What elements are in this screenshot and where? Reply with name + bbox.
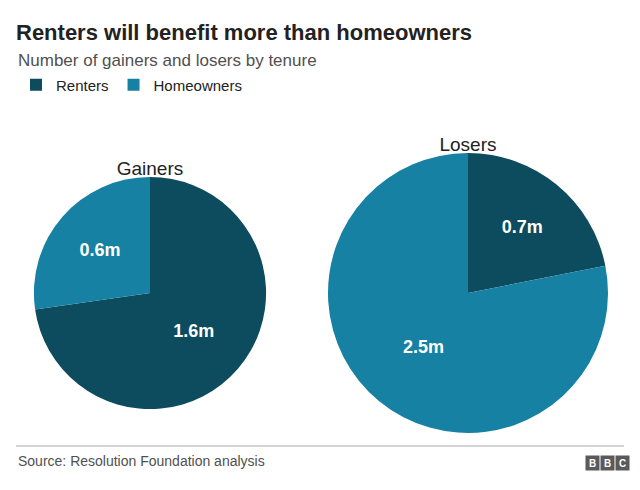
svg-text:Homeowners: Homeowners <box>154 77 242 94</box>
svg-text:Renters: Renters <box>56 77 109 94</box>
svg-text:0.6m: 0.6m <box>80 240 121 260</box>
svg-text:0.7m: 0.7m <box>502 217 543 237</box>
svg-text:B: B <box>604 458 611 469</box>
svg-text:C: C <box>619 458 626 469</box>
svg-text:Gainers: Gainers <box>117 158 184 179</box>
svg-text:Number of gainers and losers b: Number of gainers and losers by tenure <box>18 51 317 70</box>
svg-text:Source: Resolution Foundation: Source: Resolution Foundation analysis <box>18 453 265 469</box>
svg-text:Renters will benefit more than: Renters will benefit more than homeowner… <box>16 20 472 45</box>
svg-text:B: B <box>589 458 596 469</box>
svg-text:1.6m: 1.6m <box>173 321 214 341</box>
svg-text:2.5m: 2.5m <box>403 337 444 357</box>
svg-text:Losers: Losers <box>439 134 496 155</box>
